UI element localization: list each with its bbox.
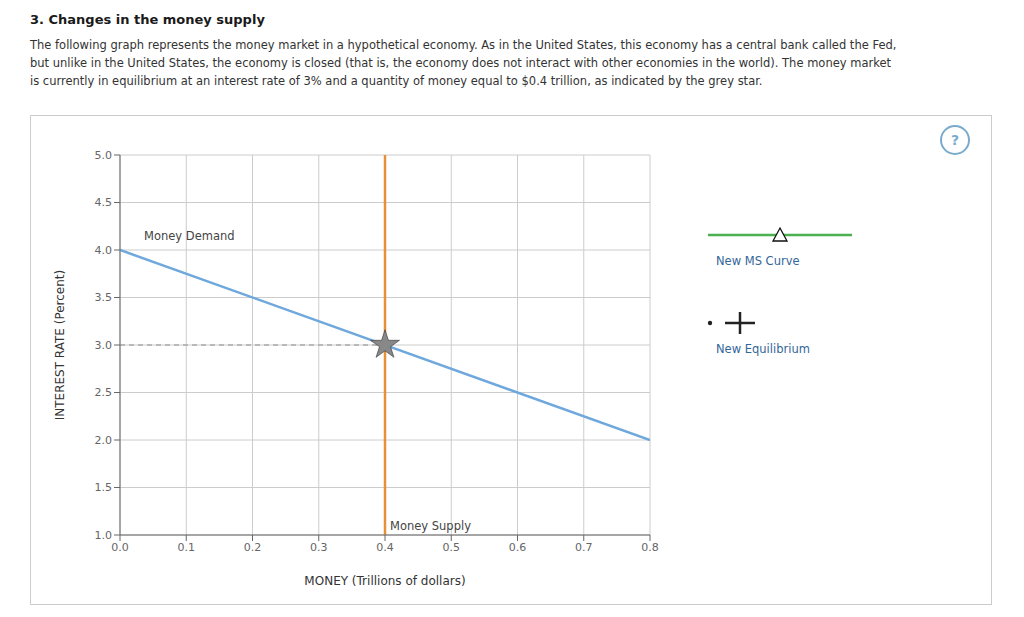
html-text:New Equilibrium: New Equilibrium [716,342,810,356]
svg-text:3.5: 3.5 [95,291,113,304]
svg-text:MONEY (Trillions of dollars): MONEY (Trillions of dollars) [304,574,465,588]
svg-text:4.0: 4.0 [95,244,113,257]
svg-text:0.5: 0.5 [443,541,461,554]
svg-text:2.5: 2.5 [95,386,113,399]
svg-text:1.5: 1.5 [95,481,113,494]
svg-text:1.0: 1.0 [95,529,113,542]
svg-text:0.2: 0.2 [244,541,262,554]
svg-text:Money Supply: Money Supply [390,519,471,533]
html-text:but unlike in the United State: but unlike in the United States, the eco… [30,56,891,70]
svg-text:INTEREST RATE (Percent): INTEREST RATE (Percent) [53,270,67,420]
svg-text:3.0: 3.0 [95,339,113,352]
svg-text:0.3: 0.3 [310,541,328,554]
svg-text:Money Demand: Money Demand [144,229,235,243]
html-text:The following graph represents: The following graph represents the money… [30,38,897,52]
svg-text:0.4: 0.4 [376,541,394,554]
html-text:New MS Curve: New MS Curve [716,254,800,268]
html-text:is currently in equilibrium at: is currently in equilibrium at an intere… [30,74,763,88]
svg-text:4.5: 4.5 [95,196,113,209]
svg-text:2.0: 2.0 [95,434,113,447]
html-text:3. Changes in the money supply: 3. Changes in the money supply [30,12,265,27]
svg-text:0.8: 0.8 [641,541,659,554]
svg-text:0.6: 0.6 [509,541,527,554]
svg-text:0.7: 0.7 [575,541,593,554]
svg-text:5.0: 5.0 [95,149,113,162]
svg-text:0.1: 0.1 [178,541,196,554]
svg-text:0.0: 0.0 [111,541,129,554]
